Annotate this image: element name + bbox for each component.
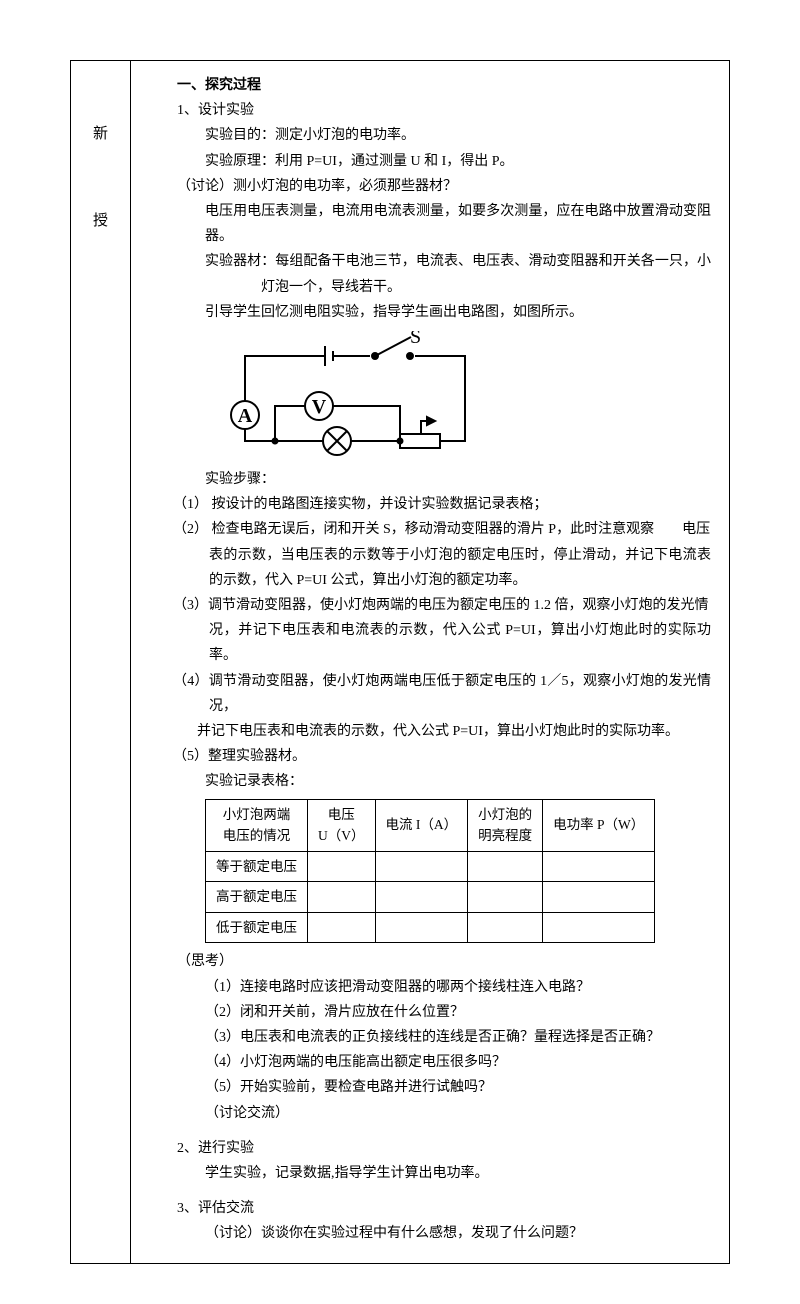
think-q4: （4）小灯泡两端的电压能高出额定电压很多吗？ — [149, 1050, 711, 1075]
side-label-bottom: 授 — [71, 208, 130, 235]
col-header-brightness: 小灯泡的明亮程度 — [468, 799, 543, 851]
step-3b: 况，并记下电压表和电流表的示数，代入公式 P=UI，算出小灯炮此时的实际功率。 — [149, 618, 711, 668]
left-margin-column: 新 授 — [71, 61, 131, 1263]
think-q1: （1）连接电路时应该把滑动变阻器的哪两个接线柱连入电路？ — [149, 975, 711, 1000]
content-column: 一、探究过程 1、设计实验 实验目的：测定小灯泡的电功率。 实验原理：利用 P=… — [131, 61, 729, 1263]
think-q3: （3）电压表和电流表的正负接线柱的连线是否正确？量程选择是否正确？ — [149, 1025, 711, 1050]
equipment-list: 实验器材：每组配备干电池三节，电流表、电压表、滑动变阻器和开关各一只，小灯泡一个… — [149, 249, 711, 299]
side-label-top: 新 — [71, 121, 130, 148]
table-label: 实验记录表格： — [149, 769, 711, 794]
section-2-text: 学生实验，记录数据,指导学生计算出电功率。 — [149, 1161, 711, 1186]
step-3a: （3）调节滑动变阻器，使小灯炮两端的电压为额定电压的 1.2 倍，观察小灯炮的发… — [149, 593, 711, 618]
discussion-label: （讨论）测小灯泡的电功率，必须那些器材？ — [149, 174, 711, 199]
guide-text: 引导学生回忆测电阻实验，指导学生画出电路图，如图所示。 — [149, 300, 711, 325]
table-row: 等于额定电压 — [206, 851, 655, 882]
data-record-table: 小灯泡两端电压的情况 电压U（V） 电流 I（A） 小灯泡的明亮程度 电功率 P… — [205, 799, 655, 944]
svg-text:S: S — [410, 331, 421, 348]
step-4a: （4）调节滑动变阻器，使小灯炮两端电压低于额定电压的 1／5，观察小灯炮的发光情… — [149, 669, 711, 719]
svg-text:A: A — [238, 405, 253, 427]
table-row: 低于额定电压 — [206, 912, 655, 943]
step-4b: 并记下电压表和电流表的示数，代入公式 P=UI，算出小灯炮此时的实际功率。 — [149, 719, 711, 744]
col-header-voltage: 电压U（V） — [308, 799, 376, 851]
think-q2: （2）闭和开关前，滑片应放在什么位置？ — [149, 1000, 711, 1025]
step-2a: （2） 检查电路无误后，闭和开关 S，移动滑动变阻器的滑片 P，此时注意观察 电… — [149, 517, 711, 542]
table-row: 高于额定电压 — [206, 882, 655, 913]
circuit-diagram: S A V — [205, 331, 505, 456]
think-q5: （5）开始实验前，要检查电路并进行试触吗？ — [149, 1075, 711, 1100]
discussion-content: 电压用电压表测量，电流用电流表测量，如要多次测量，应在电路中放置滑动变阻器。 — [149, 199, 711, 249]
col-header-current: 电流 I（A） — [375, 799, 468, 851]
step-1: （1） 按设计的电路图连接实物，并设计实验数据记录表格； — [149, 492, 711, 517]
table-header-row: 小灯泡两端电压的情况 电压U（V） 电流 I（A） 小灯泡的明亮程度 电功率 P… — [206, 799, 655, 851]
experiment-principle: 实验原理：利用 P=UI，通过测量 U 和 I，得出 P。 — [149, 149, 711, 174]
svg-text:V: V — [312, 396, 327, 418]
think-end: （讨论交流） — [149, 1101, 711, 1126]
steps-label: 实验步骤： — [149, 467, 711, 492]
col-header-condition: 小灯泡两端电压的情况 — [206, 799, 308, 851]
step-5: （5）整理实验器材。 — [149, 744, 711, 769]
experiment-purpose: 实验目的：测定小灯泡的电功率。 — [149, 123, 711, 148]
col-header-power: 电功率 P（W） — [543, 799, 655, 851]
section-3-text: （讨论）谈谈你在实验过程中有什么感想，发现了什么问题？ — [149, 1221, 711, 1246]
section-2-heading: 2、进行实验 — [149, 1136, 711, 1161]
think-label: （思考） — [149, 949, 711, 974]
lesson-plan-container: 新 授 一、探究过程 1、设计实验 实验目的：测定小灯泡的电功率。 实验原理：利… — [70, 60, 730, 1264]
section-1-heading: 1、设计实验 — [149, 98, 711, 123]
main-heading: 一、探究过程 — [149, 73, 711, 98]
section-3-heading: 3、评估交流 — [149, 1196, 711, 1221]
step-2b: 表的示数，当电压表的示数等于小灯泡的额定电压时，停止滑动，并记下电流表的示数，代… — [149, 543, 711, 593]
